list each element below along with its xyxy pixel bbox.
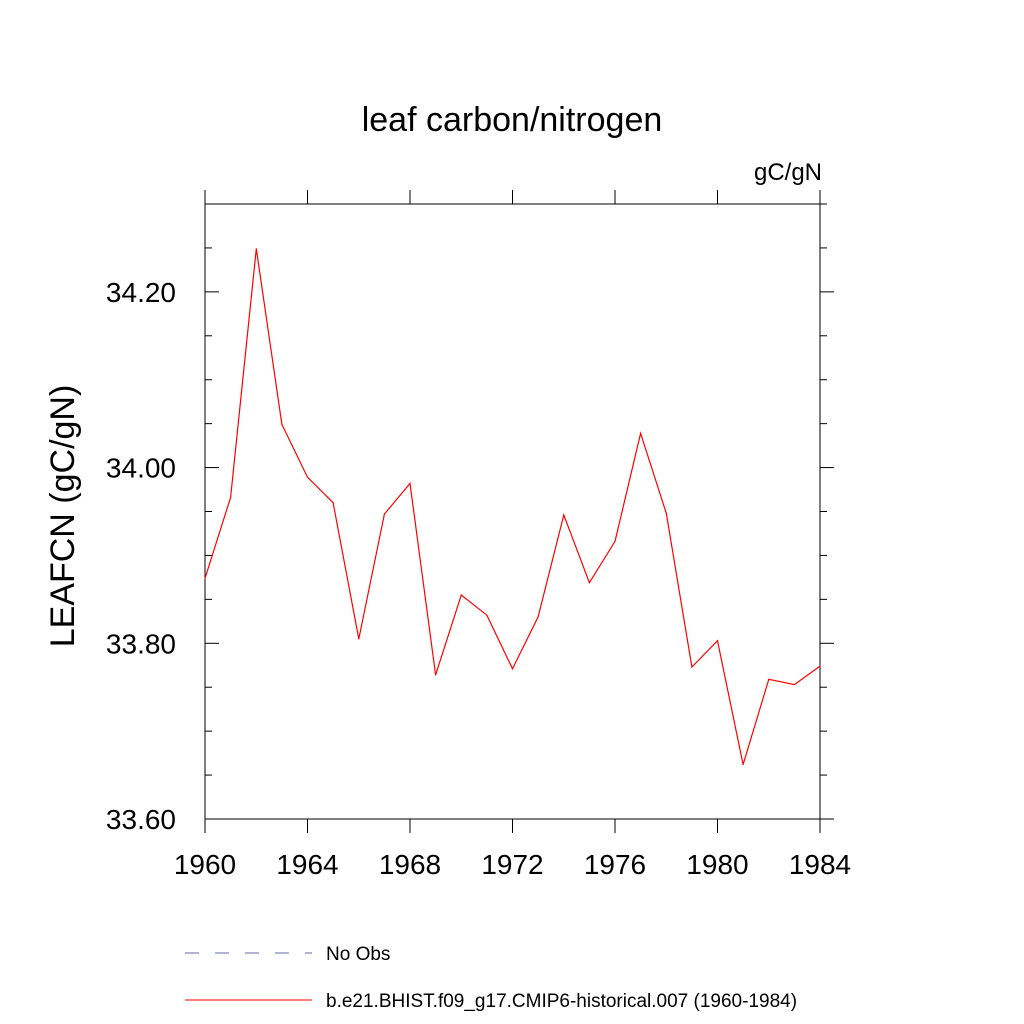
- y-axis-label: LEAFCN (gC/gN): [44, 385, 82, 648]
- legend: No Obs b.e21.BHIST.f09_g17.CMIP6-historic…: [185, 944, 797, 1012]
- data-point: [537, 616, 539, 618]
- data-point: [409, 482, 411, 484]
- legend-label: b.e21.BHIST.f09_g17.CMIP6-historical.007…: [326, 991, 797, 1012]
- x-axis-ticks: 1960 1964 1968 1972 1976 1980 1984: [174, 190, 851, 880]
- data-point: [255, 248, 257, 250]
- data-point: [204, 577, 206, 579]
- data-point: [435, 674, 437, 676]
- data-point: [460, 594, 462, 596]
- data-point: [281, 423, 283, 426]
- data-point: [358, 638, 360, 640]
- y-tick-label: 33.80: [106, 628, 176, 659]
- data-point: [768, 678, 770, 680]
- x-tick-label: 1960: [174, 849, 236, 880]
- x-tick-label: 1980: [686, 849, 748, 880]
- data-point: [563, 514, 565, 516]
- series-line: [204, 248, 821, 765]
- x-tick-label: 1984: [789, 849, 851, 880]
- data-point: [793, 683, 795, 686]
- series-layer: [204, 248, 821, 766]
- y-tick-label: 34.20: [106, 277, 176, 308]
- data-point: [716, 640, 719, 642]
- data-point: [640, 432, 642, 434]
- data-point: [819, 665, 821, 667]
- data-point: [665, 512, 667, 514]
- data-point: [383, 513, 385, 515]
- data-point: [742, 763, 744, 766]
- data-point: [691, 666, 693, 668]
- data-point: [486, 614, 488, 616]
- data-point: [332, 502, 334, 504]
- chart-title: leaf carbon/nitrogen: [362, 101, 663, 139]
- data-point: [588, 582, 590, 584]
- x-tick-label: 1968: [379, 849, 441, 880]
- data-point: [614, 540, 616, 542]
- y-tick-label: 34.00: [106, 453, 176, 484]
- data-point: [230, 496, 232, 499]
- x-tick-label: 1972: [481, 849, 543, 880]
- legend-label: No Obs: [326, 944, 390, 965]
- data-point: [511, 668, 514, 670]
- data-point: [306, 476, 309, 478]
- x-tick-label: 1976: [584, 849, 646, 880]
- y-axis-ticks: 33.60 33.80 34.00 34.20: [106, 203, 834, 835]
- plot-frame: [204, 203, 821, 820]
- x-tick-label: 1964: [276, 849, 338, 880]
- units-label: gC/gN: [754, 159, 822, 186]
- y-tick-label: 33.60: [106, 804, 176, 835]
